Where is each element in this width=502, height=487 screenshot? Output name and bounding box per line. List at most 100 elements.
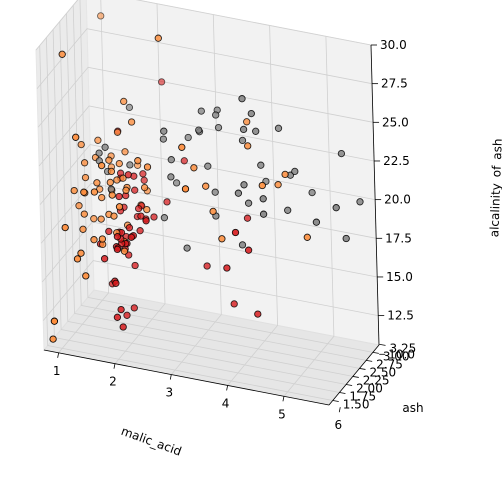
z-tick-label: 27.5	[381, 77, 408, 91]
data-point	[61, 223, 69, 232]
data-point	[231, 228, 240, 237]
data-point	[178, 143, 186, 151]
data-point	[131, 261, 139, 270]
data-point	[337, 149, 346, 158]
z-tick-label: 10.0	[388, 347, 415, 361]
x-tick-mark	[282, 396, 285, 402]
data-point	[120, 247, 129, 255]
data-point	[127, 118, 136, 126]
data-point	[204, 162, 212, 170]
data-point	[49, 335, 57, 343]
data-point	[274, 124, 283, 132]
y-tick-label: 3.25	[390, 341, 417, 355]
data-point	[257, 161, 265, 169]
data-point	[105, 156, 113, 164]
data-point	[90, 236, 98, 244]
data-point	[183, 244, 191, 252]
z-axis-label: alcalinity_of_ash	[487, 138, 502, 237]
data-point	[112, 279, 120, 287]
x-tick-label: 4	[222, 396, 230, 410]
data-point	[284, 206, 292, 214]
data-point	[342, 234, 350, 243]
data-point	[195, 126, 203, 134]
y-tick-mark	[372, 351, 379, 354]
y-axis-line	[328, 344, 380, 406]
data-point	[184, 133, 192, 142]
z-gridline	[39, 144, 376, 205]
z-gridline	[37, 66, 374, 128]
data-point	[308, 188, 316, 197]
data-point	[223, 264, 231, 272]
data-point	[244, 246, 253, 254]
y-gridline	[52, 29, 347, 385]
data-point	[113, 128, 122, 136]
axis-lines	[43, 44, 380, 406]
data-point	[97, 215, 105, 223]
x-tick-label: 2	[109, 375, 117, 389]
data-point	[252, 127, 260, 135]
x-gridline	[58, 0, 110, 354]
data-point	[127, 233, 135, 241]
data-point	[134, 157, 142, 165]
data-point	[137, 212, 145, 220]
y-gridline	[72, 5, 367, 361]
data-point	[238, 95, 246, 103]
data-point	[130, 304, 138, 312]
data-point	[117, 305, 125, 314]
y-tick-mark	[379, 343, 386, 346]
data-point	[77, 140, 85, 149]
data-point	[134, 204, 143, 213]
z-tick-label: 17.5	[385, 231, 412, 245]
data-point	[157, 78, 166, 86]
data-point	[181, 185, 190, 193]
x-axis-line	[43, 349, 330, 406]
data-point	[140, 176, 148, 184]
data-point	[150, 213, 158, 221]
data-point	[106, 178, 114, 187]
y-tick-label: 2.75	[376, 357, 403, 371]
data-point	[274, 181, 282, 189]
data-point	[163, 198, 171, 206]
data-point	[312, 218, 321, 226]
data-point	[143, 163, 152, 171]
data-point	[122, 186, 130, 194]
data-point	[172, 179, 181, 187]
data-point	[244, 142, 252, 150]
data-point	[58, 50, 66, 58]
data-point	[113, 313, 122, 321]
y-tick-label: 2.00	[356, 381, 383, 395]
data-point	[209, 207, 217, 216]
data-point	[124, 171, 132, 179]
data-point	[125, 224, 134, 232]
x-tick-mark	[113, 363, 116, 369]
data-point	[98, 235, 107, 243]
data-point	[110, 212, 118, 220]
data-point	[291, 167, 299, 176]
data-point	[72, 133, 80, 141]
data-point	[113, 176, 121, 184]
data-point	[90, 215, 98, 223]
z-axis-line	[370, 44, 380, 346]
data-point	[77, 249, 85, 257]
z-tick-label: 20.0	[384, 193, 411, 207]
y-tick-label: 1.50	[343, 398, 370, 412]
data-point	[93, 179, 101, 187]
data-point	[80, 159, 89, 167]
z-tick-label: 12.5	[387, 309, 414, 323]
y-tick-mark	[366, 360, 373, 362]
data-point	[94, 136, 102, 144]
data-point	[281, 170, 289, 179]
data-point	[125, 103, 134, 112]
data-point	[75, 202, 83, 210]
z-gridline	[40, 182, 377, 244]
data-point	[95, 149, 103, 157]
data-point	[98, 193, 106, 202]
y-tick-mark	[339, 392, 346, 394]
y-tick-mark	[346, 384, 353, 386]
data-point	[203, 262, 211, 270]
data-point	[97, 12, 105, 20]
data-point	[79, 225, 87, 233]
y-tick-mark	[332, 400, 339, 402]
data-point	[80, 210, 88, 218]
